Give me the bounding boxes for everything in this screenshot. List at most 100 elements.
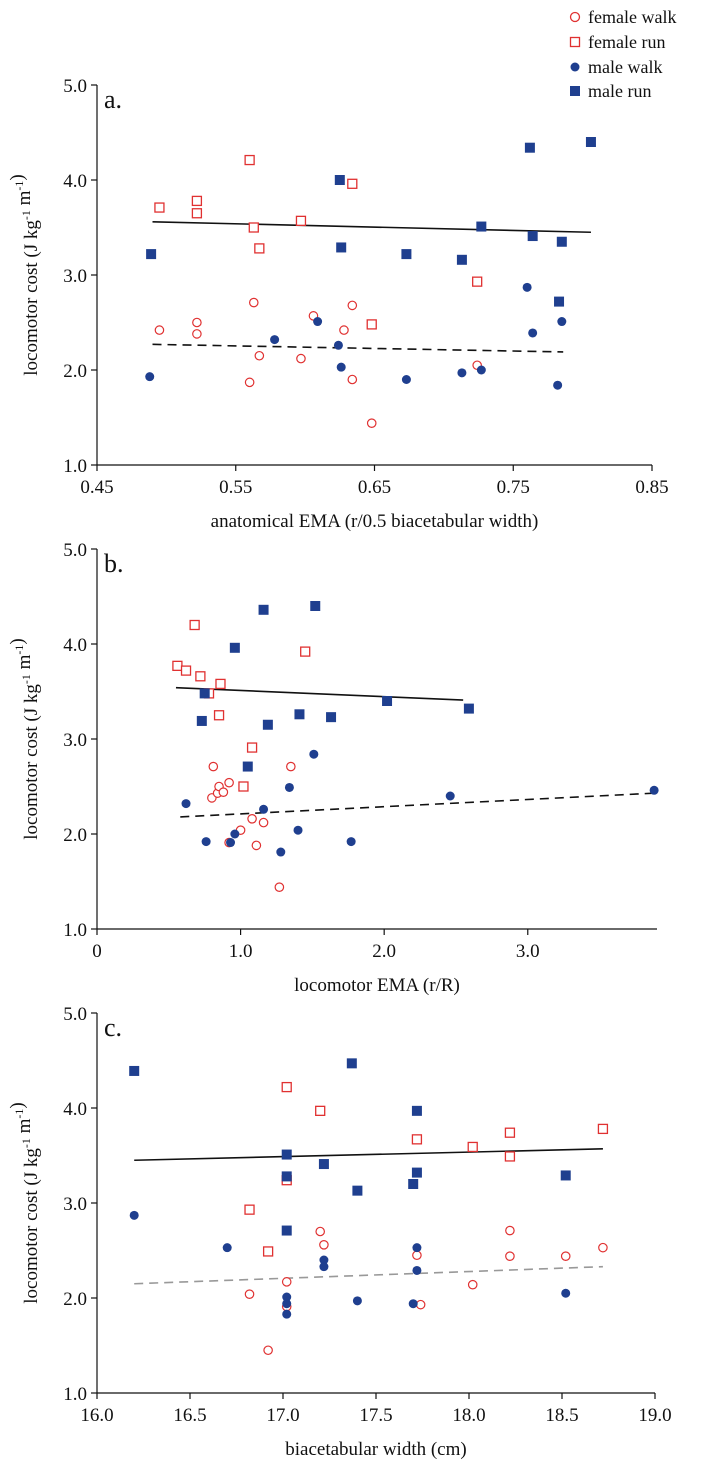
point-female-walk — [208, 761, 219, 772]
legend-item-female-run: female run — [569, 32, 665, 52]
point-female-run — [172, 660, 183, 671]
point-female-walk — [254, 350, 265, 361]
legend-item-male-run: male run — [570, 81, 651, 101]
point-male-walk — [649, 785, 659, 795]
legend-marker-female-walk — [569, 11, 581, 23]
point-female-walk — [286, 761, 296, 772]
y-tick-label: 4.0 — [63, 1099, 87, 1120]
point-female-run — [300, 646, 311, 657]
point-female-run — [254, 243, 265, 254]
point-male-walk — [557, 317, 567, 327]
point-male-walk — [476, 365, 486, 375]
x-tick-label: 0.85 — [635, 477, 668, 498]
point-female-walk — [319, 1240, 329, 1250]
point-female-run — [411, 1134, 423, 1145]
point-male-run — [463, 703, 474, 714]
point-male-walk — [319, 1262, 329, 1272]
x-tick-label: 17.0 — [266, 1405, 299, 1426]
x-tick-label: 0.65 — [358, 477, 391, 498]
x-tick-label: 0.55 — [219, 477, 252, 498]
y-tick-label: 4.0 — [63, 635, 87, 656]
point-female-run — [244, 1204, 255, 1215]
point-male-run — [527, 231, 538, 242]
point-female-walk — [154, 325, 165, 335]
point-female-walk — [598, 1242, 608, 1253]
point-male-run — [524, 142, 535, 153]
point-male-run — [281, 1149, 292, 1160]
legend-label: female walk — [588, 7, 676, 27]
y-tick-label: 5.0 — [63, 540, 87, 561]
point-male-run — [258, 604, 269, 615]
point-male-walk — [445, 791, 455, 801]
point-male-walk — [259, 804, 269, 814]
point-female-run — [154, 202, 165, 213]
point-female-run — [504, 1151, 516, 1162]
y-tick-label: 4.0 — [63, 171, 87, 192]
point-female-run — [366, 319, 377, 330]
point-female-run — [213, 710, 225, 721]
point-female-walk — [347, 374, 358, 385]
point-male-run — [336, 242, 347, 253]
legend: female walk female run male walk male ru… — [569, 7, 676, 101]
point-female-walk — [467, 1279, 478, 1290]
legend-label: male walk — [588, 57, 662, 77]
point-female-walk — [560, 1251, 571, 1261]
point-female-run — [195, 671, 206, 682]
legend-item-female-walk: female walk — [569, 7, 676, 27]
point-male-walk — [412, 1265, 422, 1275]
x-tick-label: 19.0 — [638, 1405, 671, 1426]
legend-marker-male-walk — [570, 62, 580, 72]
point-male-walk — [181, 799, 191, 809]
point-male-walk — [222, 1243, 232, 1253]
point-male-walk — [352, 1296, 362, 1306]
point-male-run — [411, 1105, 422, 1116]
point-male-walk — [282, 1309, 292, 1319]
point-male-walk — [333, 340, 343, 350]
point-male-walk — [401, 375, 411, 384]
fit-line-run — [152, 221, 591, 234]
point-male-run — [408, 1179, 419, 1189]
point-female-run — [467, 1141, 478, 1153]
point-female-walk — [339, 325, 349, 335]
point-female-run — [597, 1123, 609, 1135]
point-male-run — [382, 696, 393, 706]
point-male-run — [146, 249, 157, 260]
point-female-walk — [505, 1251, 515, 1261]
legend-label: female run — [588, 32, 665, 52]
point-female-walk — [251, 840, 262, 851]
x-tick-label: 1.0 — [229, 941, 253, 962]
point-female-walk — [281, 1277, 292, 1287]
point-male-run — [352, 1185, 363, 1196]
point-male-walk — [230, 829, 240, 839]
x-axis-title: locomotor EMA (r/R) — [294, 975, 460, 996]
x-axis-title: anatomical EMA (r/0.5 biacetabular width… — [211, 511, 539, 532]
point-female-run — [180, 665, 192, 676]
panel-c: 1.0 2.0 3.0 4.0 5.0 16.0 16.5 17.0 17.5 18.0 18.5 1… — [7, 1004, 672, 1460]
legend-marker-male-run — [570, 86, 580, 96]
point-female-walk — [247, 813, 257, 824]
point-female-walk — [244, 1289, 255, 1299]
x-tick-label: 2.0 — [372, 941, 396, 962]
fit-line-walk — [180, 792, 655, 818]
point-male-walk — [336, 362, 346, 372]
x-tick-label: 0 — [92, 941, 102, 962]
point-male-run — [199, 688, 210, 699]
point-female-walk — [366, 418, 377, 428]
point-female-walk — [505, 1225, 515, 1236]
point-female-run — [246, 742, 258, 753]
point-male-run — [310, 601, 321, 611]
point-male-walk — [319, 1255, 329, 1265]
x-tick-label: 0.75 — [497, 477, 530, 498]
x-tick-label: 18.0 — [452, 1405, 485, 1426]
point-male-run — [560, 1170, 571, 1181]
legend-label: male run — [588, 81, 651, 101]
point-male-walk — [457, 368, 467, 378]
legend-marker-female-run — [569, 36, 581, 48]
y-tick-label: 1.0 — [63, 1384, 87, 1405]
point-male-run — [346, 1058, 357, 1069]
point-female-run — [472, 276, 483, 287]
y-axis-title: locomotor cost (J kg-1 m-1) — [7, 174, 42, 376]
y-tick-label: 3.0 — [63, 730, 87, 751]
panel-b: 1.02.03.04.05.00 1.0 2.0 3.0b.locomotor EMA… — [7, 540, 659, 996]
y-axis-title: locomotor cost (J kg-1 m-1) — [7, 638, 42, 840]
